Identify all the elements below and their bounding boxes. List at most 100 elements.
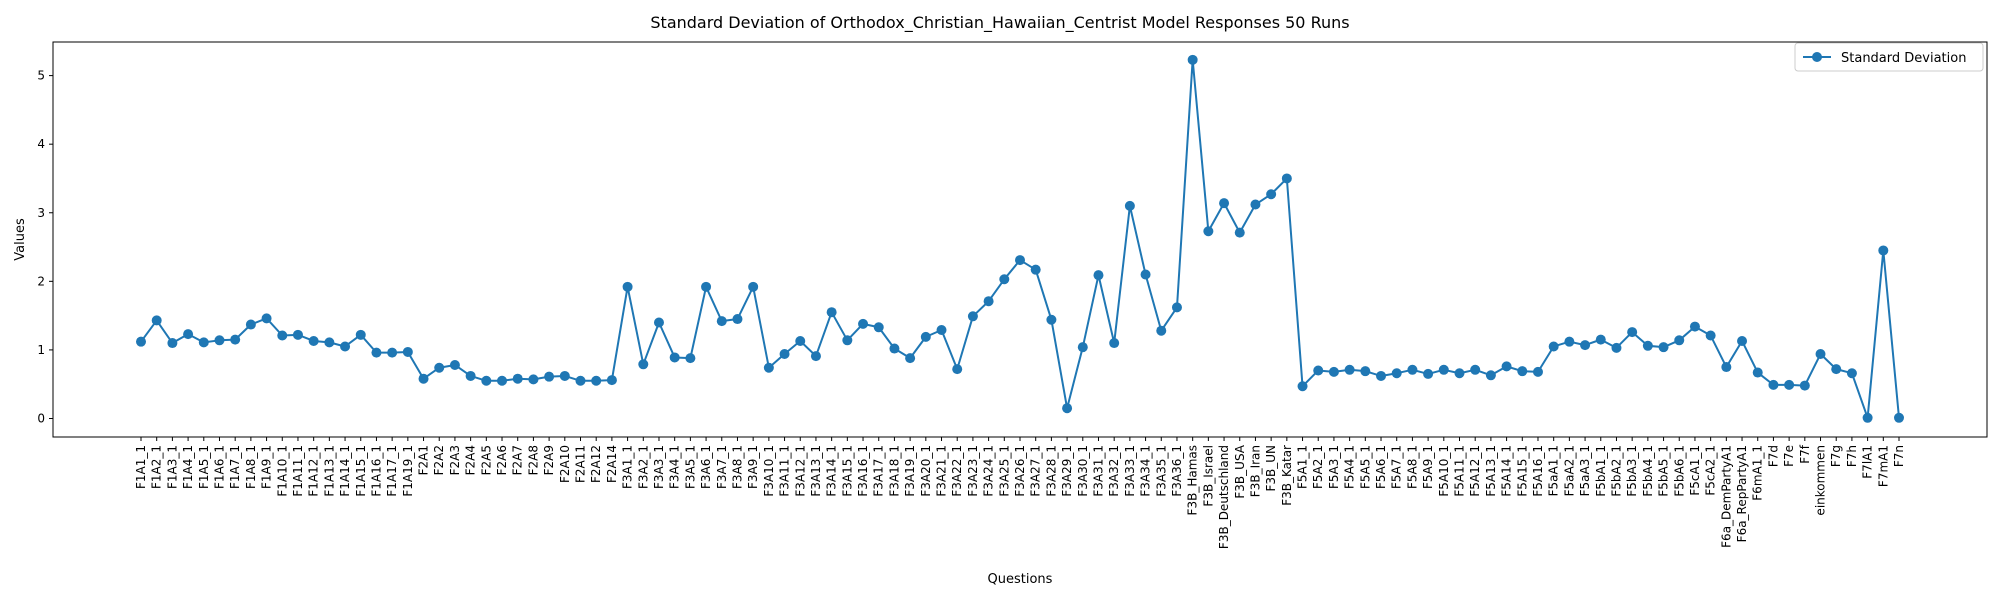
data-point (1611, 342, 1622, 353)
data-point (920, 331, 931, 342)
data-point (418, 373, 429, 384)
x-tick-label: F1A16_1 (369, 445, 383, 497)
x-tick-label: F2A6 (495, 445, 509, 475)
x-tick-label: F5aA1_1 (1547, 445, 1561, 496)
x-tick-label: F2A7 (511, 445, 525, 475)
x-tick-label: F5A12_1 (1468, 445, 1482, 497)
y-tick-label: 0 (37, 411, 45, 425)
x-tick-label: F3A18_1 (887, 445, 901, 497)
legend: Standard Deviation (1794, 42, 1984, 72)
x-tick-label: F1A17_1 (385, 445, 399, 497)
data-point (1391, 368, 1402, 379)
x-tick-label: F3A30_1 (1076, 445, 1090, 497)
data-point (591, 375, 602, 386)
data-point (151, 315, 162, 326)
data-point (1281, 173, 1292, 184)
data-point (449, 359, 460, 370)
data-point (261, 313, 272, 324)
x-tick-label: F3A25_1 (997, 445, 1011, 497)
data-point (1862, 412, 1873, 423)
x-tick-label: F3A19_1 (903, 445, 917, 497)
data-point (559, 370, 570, 381)
data-point (1077, 342, 1088, 353)
data-point (1030, 264, 1041, 275)
y-tick-label: 3 (37, 206, 45, 220)
data-point (292, 329, 303, 340)
data-point (1532, 366, 1543, 377)
y-tick-label: 2 (37, 274, 45, 288)
x-tick-label: F2A9 (542, 445, 556, 475)
x-tick-label: F5aA2_1 (1562, 445, 1576, 496)
data-point (873, 322, 884, 333)
x-tick-label: F7d (1766, 445, 1780, 467)
x-tick-label: F7n (1892, 445, 1906, 467)
legend-marker-swatch (1812, 52, 1822, 62)
data-point (214, 335, 225, 346)
x-tick-label: einkommen (1814, 445, 1828, 516)
data-point (434, 362, 445, 373)
x-tick-label: F7e (1782, 445, 1796, 467)
data-point (1784, 379, 1795, 390)
data-point (1234, 227, 1245, 238)
data-point (497, 375, 508, 386)
data-point (999, 274, 1010, 285)
data-point (1438, 364, 1449, 375)
data-point (1328, 366, 1339, 377)
data-point (1705, 330, 1716, 341)
data-point (1768, 379, 1779, 390)
x-tick-label: F2A5 (479, 445, 493, 475)
data-point (1015, 255, 1025, 266)
x-tick-label: F3A31_1 (1091, 445, 1105, 497)
data-point (1642, 340, 1653, 351)
data-point (1423, 368, 1434, 379)
x-tick-label: F5bA1_1 (1594, 445, 1608, 497)
data-point (1124, 200, 1135, 211)
x-tick-label: F3A34_1 (1139, 445, 1153, 497)
data-point (1219, 198, 1230, 209)
data-point (277, 330, 288, 341)
x-tick-label: F2A4 (464, 445, 478, 475)
data-point (481, 375, 492, 386)
data-point (669, 352, 680, 363)
x-tick-label: F3A24_1 (982, 445, 996, 497)
x-tick-label: F3A1_1 (621, 445, 635, 489)
x-tick-label: F5cA2_1 (1704, 445, 1718, 496)
x-tick-label: F1A6_1 (212, 445, 226, 489)
x-tick-label: F5A8_1 (1405, 445, 1419, 489)
x-tick-label: F3A12_1 (793, 445, 807, 497)
data-point (1407, 364, 1418, 375)
data-point (1752, 367, 1763, 378)
x-tick-label: F3A26_1 (1013, 445, 1027, 497)
data-point (340, 341, 351, 352)
x-tick-label: F1A10_1 (275, 445, 289, 497)
x-tick-label: F5bA5_1 (1657, 445, 1671, 497)
x-tick-label: F3A5_1 (683, 445, 697, 489)
data-point (1485, 370, 1496, 381)
x-tick-label: F5A6_1 (1374, 445, 1388, 489)
x-axis-label: Questions (988, 572, 1053, 587)
data-point (1721, 362, 1732, 373)
x-tick-label: F5bA4_1 (1641, 445, 1655, 497)
data-point (952, 364, 963, 375)
x-tick-label: F3A4_1 (668, 445, 682, 489)
data-point (638, 359, 649, 370)
x-tick-label: F3A3_1 (652, 445, 666, 489)
data-point (1894, 412, 1904, 423)
x-tick-label: F3A23_1 (966, 445, 980, 497)
x-tick-label: F3B_Deutschland (1217, 445, 1231, 549)
data-point (1627, 327, 1638, 338)
x-tick-label: F5A7_1 (1390, 445, 1404, 489)
x-tick-label: F7mA1 (1876, 445, 1890, 487)
data-point (716, 316, 727, 327)
x-tick-label: F5bA3_1 (1625, 445, 1639, 497)
data-point (1737, 335, 1748, 346)
x-tick-label: F3A17_1 (872, 445, 886, 497)
data-point (1093, 270, 1104, 281)
x-tick-label: F5cA1_1 (1688, 445, 1702, 496)
data-point (371, 347, 382, 358)
x-tick-label: F3A36_1 (1170, 445, 1184, 497)
x-tick-label: F5A2_1 (1311, 445, 1325, 489)
data-point (1501, 361, 1512, 372)
x-tick-label: F1A11_1 (291, 445, 305, 497)
chart-title: Standard Deviation of Orthodox_Christian… (650, 13, 1349, 33)
